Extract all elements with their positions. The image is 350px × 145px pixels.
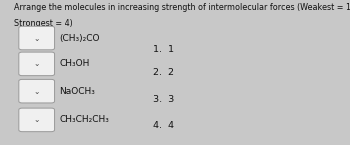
Text: 2.  2: 2. 2 xyxy=(153,68,174,77)
Text: NaOCH₃: NaOCH₃ xyxy=(60,87,95,96)
Text: ⌄: ⌄ xyxy=(34,115,40,124)
Text: ⌄: ⌄ xyxy=(34,33,40,42)
Text: ⌄: ⌄ xyxy=(34,87,40,96)
FancyBboxPatch shape xyxy=(19,52,55,76)
Text: 1.  1: 1. 1 xyxy=(153,45,174,54)
Text: Strongest = 4): Strongest = 4) xyxy=(14,19,73,28)
Text: 3.  3: 3. 3 xyxy=(153,95,174,104)
Text: ⌄: ⌄ xyxy=(34,59,40,68)
Text: CH₃OH: CH₃OH xyxy=(60,59,90,68)
FancyBboxPatch shape xyxy=(19,108,55,132)
Text: CH₃CH₂CH₃: CH₃CH₂CH₃ xyxy=(60,115,109,124)
Text: 4.  4: 4. 4 xyxy=(153,121,174,130)
Text: Arrange the molecules in increasing strength of intermolecular forces (Weakest =: Arrange the molecules in increasing stre… xyxy=(14,3,350,12)
Text: (CH₃)₂CO: (CH₃)₂CO xyxy=(60,33,100,42)
FancyBboxPatch shape xyxy=(19,26,55,50)
FancyBboxPatch shape xyxy=(19,79,55,103)
